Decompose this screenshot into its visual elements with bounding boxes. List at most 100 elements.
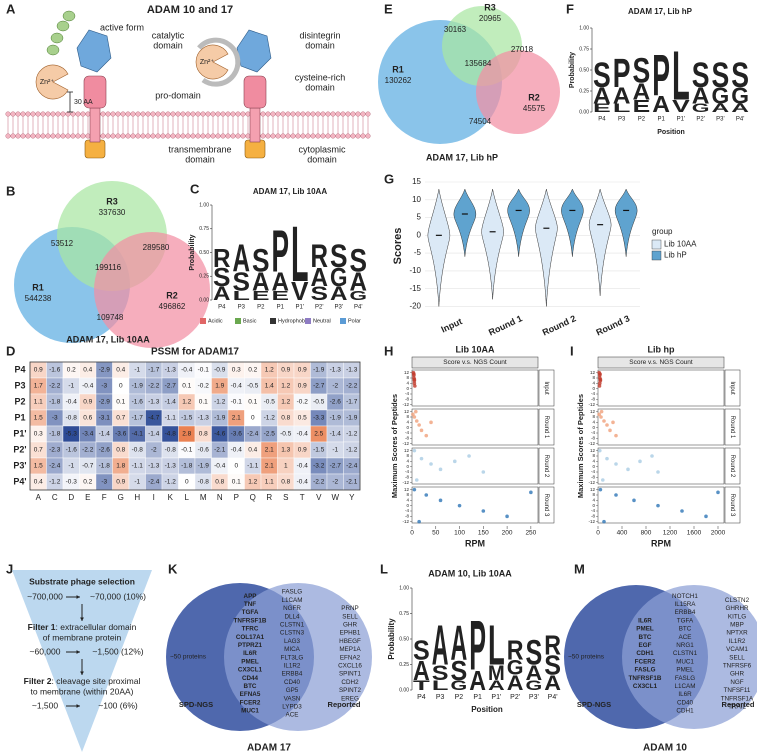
legend-swatch [340, 318, 346, 324]
cell-value: -1.3 [346, 367, 358, 374]
point [605, 456, 609, 461]
y-tick-label: 12 [590, 487, 596, 492]
cell-value: 0.7 [34, 447, 43, 454]
cell-value: -2.4 [346, 463, 358, 470]
panel-letter: F [566, 1, 574, 16]
disintegrin-domain [236, 29, 272, 73]
column-label: G [118, 493, 124, 502]
cell-value: 1.2 [281, 399, 290, 406]
lipid-head [295, 133, 301, 139]
cell-value: -1.5 [181, 415, 193, 422]
row-label: P2 [14, 396, 25, 406]
y-tick-label: 0.50 [199, 250, 209, 256]
lipid-head [265, 111, 271, 117]
cell-value: 1 [284, 463, 288, 470]
facet-strip [724, 408, 741, 446]
cell-value: -0.4 [82, 383, 94, 390]
gene-label: TNFRSF1A [721, 695, 754, 702]
y-tick-label: -8 [591, 397, 595, 402]
count-to: ~70,000 (10%) [90, 591, 146, 601]
x-tick-label: P4 [218, 305, 226, 311]
gene-label: EREG [341, 695, 359, 702]
gene-label: NRG1 [676, 642, 694, 649]
logo-letter: G [507, 657, 524, 680]
legend-swatch [235, 318, 241, 324]
violin [561, 189, 584, 257]
x-tick-label: P1' [296, 305, 304, 311]
gene-label: ACE [286, 712, 299, 719]
gene-label: TGFA [677, 617, 694, 624]
gene-label: SPINT1 [339, 671, 362, 678]
lipid-head [115, 111, 121, 117]
set-label: R2 [528, 92, 540, 102]
x-tick-label: 50 [432, 530, 440, 537]
column-label: F [102, 493, 107, 502]
lipid-head [315, 133, 321, 139]
cell-value: -4.8 [165, 431, 177, 438]
facet-frame [411, 486, 539, 524]
cell-value: -4.1 [132, 431, 144, 438]
cell-value: -1.6 [66, 447, 78, 454]
x-tick-label: P3 [436, 694, 445, 701]
lipid-head [20, 111, 26, 117]
y-tick-label: 12 [404, 409, 410, 414]
x-tick-label: 100 [454, 530, 465, 537]
lipid-head [345, 133, 351, 139]
domain-label: cytoplasmic [298, 144, 346, 154]
gene-label: BTC [639, 634, 652, 641]
column-label: K [168, 493, 174, 502]
lipid-head [120, 133, 126, 139]
lipid-head [325, 133, 331, 139]
panel-letter: D [6, 343, 15, 358]
gene-label: TRAIL [728, 703, 746, 710]
violin [588, 189, 612, 296]
count-to: ~1,500 (12%) [92, 646, 143, 656]
gene-label: ERBB4 [675, 609, 696, 616]
cell-value: -0.8 [198, 479, 210, 486]
cell-value: -0.8 [132, 447, 144, 454]
gene-label: IL6R [243, 650, 257, 657]
point [599, 409, 604, 414]
cell-value: -1 [134, 479, 140, 486]
cell-value: -0.8 [165, 447, 177, 454]
gene-label: TFRC [242, 626, 259, 633]
set-label: R2 [166, 290, 178, 300]
legend-label: Lib 10AA [664, 240, 697, 249]
y-tick-label: -8 [591, 436, 595, 441]
cell-value: 0.6 [83, 415, 92, 422]
point [602, 519, 606, 524]
gene-label: FCER2 [240, 699, 261, 706]
cell-value: 1.2 [182, 399, 191, 406]
y-tick-label: 4 [592, 459, 595, 464]
cell-value: -0.5 [264, 399, 276, 406]
facet-label: Round 1 [543, 416, 549, 439]
y-tick-label: -8 [405, 475, 409, 480]
lipid-head [150, 111, 156, 117]
point [429, 420, 433, 425]
lipid-head [115, 133, 121, 139]
cell-value: -2.7 [165, 383, 177, 390]
row-label: P3 [14, 380, 25, 390]
facet-strip [538, 447, 555, 485]
y-tick-label: 4 [406, 381, 409, 386]
logo-letter: R [311, 237, 329, 274]
y-tick-label: 8 [592, 492, 595, 497]
logo-letter: R [213, 243, 231, 273]
lipid-head [35, 133, 41, 139]
y-tick-label: 12 [590, 370, 596, 375]
cell-value: -2.7 [313, 383, 325, 390]
cell-value: 0.1 [232, 479, 241, 486]
cell-value: -0.6 [198, 447, 210, 454]
cell-value: 1.2 [248, 479, 257, 486]
gene-label: CD44 [242, 675, 259, 682]
cell-value: -0.5 [313, 399, 325, 406]
logo-letter: V [672, 96, 690, 116]
point [632, 498, 636, 503]
chart-title: ADAM 17, Lib 10AA [253, 187, 327, 196]
panel-letter: E [384, 1, 393, 16]
lipid-head [190, 133, 196, 139]
cell-value: 0.8 [116, 447, 125, 454]
cell-value: 1.5 [34, 463, 43, 470]
logo-letter: A [526, 662, 543, 685]
lipid-head [175, 111, 181, 117]
